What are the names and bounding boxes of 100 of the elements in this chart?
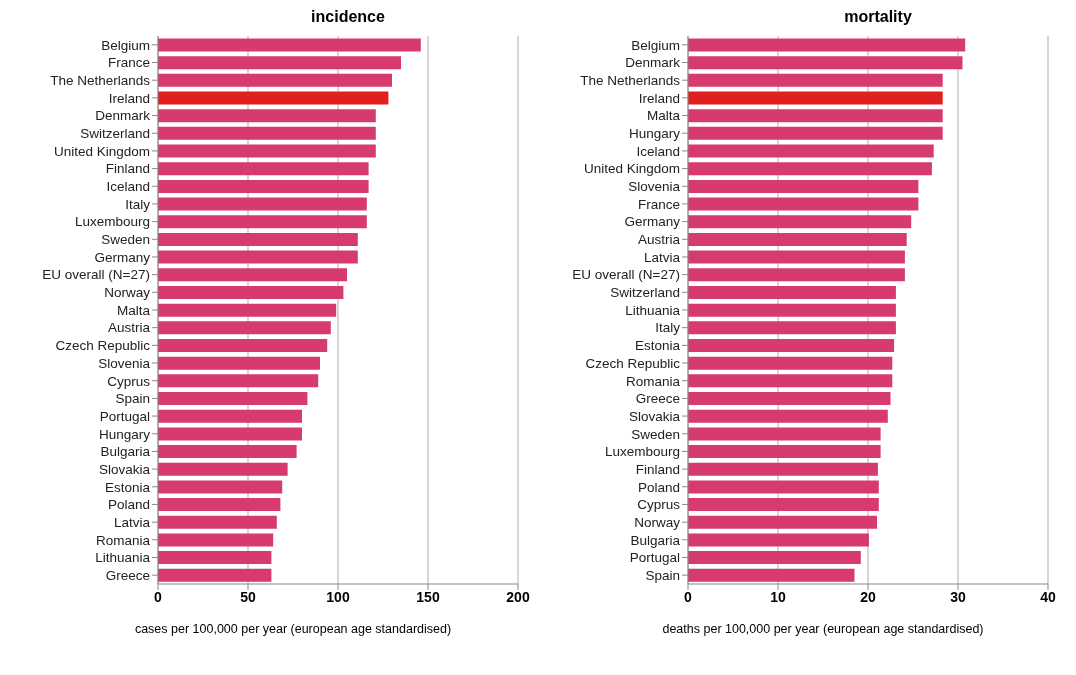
y-tick-label: Ireland	[638, 90, 680, 106]
y-tick-label: Hungary	[98, 426, 151, 442]
y-tick-label: Belgium	[631, 37, 680, 53]
y-tick-label: Romania	[95, 532, 151, 548]
bar	[688, 162, 932, 176]
y-tick-label: Norway	[104, 285, 151, 301]
bar	[158, 533, 274, 547]
x-tick-label: 100	[326, 588, 350, 605]
x-tick-label: 20	[860, 588, 876, 605]
bar	[158, 374, 319, 388]
y-tick-label: Bulgaria	[630, 532, 681, 548]
bar	[688, 445, 881, 459]
y-tick-label: Switzerland	[610, 285, 680, 301]
bar	[688, 356, 893, 370]
bar	[688, 109, 943, 123]
bar	[158, 551, 272, 565]
y-tick-label: Finland	[105, 161, 150, 177]
bar	[158, 515, 277, 529]
chart-title: mortality	[843, 8, 913, 27]
x-tick-label: 50	[240, 588, 256, 605]
x-axis-title: deaths per 100,000 per year (european age standardised)	[661, 622, 985, 636]
y-tick-label: Malta	[116, 302, 151, 318]
y-tick-label: Poland	[107, 497, 150, 513]
bar	[688, 215, 912, 229]
bar	[688, 144, 934, 158]
bar	[688, 321, 896, 335]
bar	[158, 445, 297, 459]
bar	[688, 533, 869, 547]
bar	[688, 427, 881, 441]
y-tick-label: Spain	[115, 391, 150, 407]
bar	[158, 356, 320, 370]
bar	[688, 462, 878, 476]
bar	[158, 268, 347, 282]
y-tick-label: Spain	[645, 567, 680, 583]
y-tick-label: Germany	[624, 214, 681, 230]
bar	[158, 498, 281, 512]
x-tick-label: 0	[684, 588, 693, 605]
bar	[688, 232, 907, 246]
y-tick-label: Luxembourg	[604, 444, 680, 460]
y-tick-label: Germany	[94, 249, 151, 265]
y-tick-label: Malta	[646, 108, 681, 124]
bar	[158, 56, 401, 70]
bar	[158, 162, 369, 176]
y-tick-label: Denmark	[95, 108, 151, 124]
bar	[688, 179, 919, 193]
bar	[158, 144, 376, 158]
y-tick-label: EU overall (N=27)	[572, 267, 680, 283]
y-tick-label: Iceland	[106, 179, 150, 195]
bar	[688, 338, 895, 352]
y-tick-label: Bulgaria	[100, 444, 151, 460]
bar	[158, 480, 283, 494]
y-tick-label: Romania	[625, 373, 681, 389]
y-tick-label: Finland	[635, 461, 680, 477]
bar	[158, 462, 288, 476]
bar	[158, 285, 344, 299]
y-tick-label: Lithuania	[625, 302, 681, 318]
y-tick-label: United Kingdom	[53, 143, 150, 159]
bar	[688, 303, 896, 317]
y-tick-label: Slovenia	[98, 355, 151, 371]
y-tick-label: Czech Republic	[55, 338, 151, 354]
y-tick-label: Estonia	[634, 338, 681, 354]
y-tick-label: Greece	[105, 567, 150, 583]
bar	[158, 73, 392, 87]
y-tick-label: Iceland	[636, 143, 680, 159]
y-tick-label: Hungary	[628, 126, 681, 142]
chart-title: incidence	[310, 8, 386, 27]
y-tick-label: Switzerland	[80, 126, 150, 142]
bar	[688, 515, 877, 529]
bar	[158, 427, 302, 441]
bar	[688, 126, 943, 140]
x-tick-label: 10	[770, 588, 786, 605]
y-tick-label: Latvia	[643, 249, 681, 265]
bar	[158, 232, 358, 246]
y-tick-label: Italy	[655, 320, 681, 336]
y-tick-label: France	[637, 196, 680, 212]
bar	[688, 91, 943, 105]
y-tick-label: Poland	[637, 479, 680, 495]
y-tick-label: Sweden	[101, 232, 150, 248]
y-tick-label: Greece	[635, 391, 680, 407]
y-tick-label: Belgium	[101, 37, 150, 53]
bar	[688, 498, 879, 512]
y-tick-label: Czech Republic	[585, 355, 681, 371]
y-tick-label: Cyprus	[637, 497, 681, 513]
bar	[158, 392, 308, 406]
y-tick-label: Lithuania	[95, 550, 151, 566]
bar	[158, 303, 337, 317]
bar	[688, 392, 891, 406]
y-tick-label: Ireland	[108, 90, 150, 106]
y-tick-label: Cyprus	[107, 373, 151, 389]
y-tick-label: Slovakia	[98, 461, 151, 477]
bar	[688, 56, 963, 70]
bar	[158, 179, 369, 193]
bar	[158, 409, 302, 423]
x-tick-label: 0	[154, 588, 163, 605]
y-tick-label: Latvia	[113, 514, 151, 530]
bar	[158, 568, 272, 582]
bar	[158, 91, 389, 105]
y-tick-label: The Netherlands	[580, 72, 681, 88]
bar	[688, 480, 879, 494]
bar	[158, 250, 358, 264]
